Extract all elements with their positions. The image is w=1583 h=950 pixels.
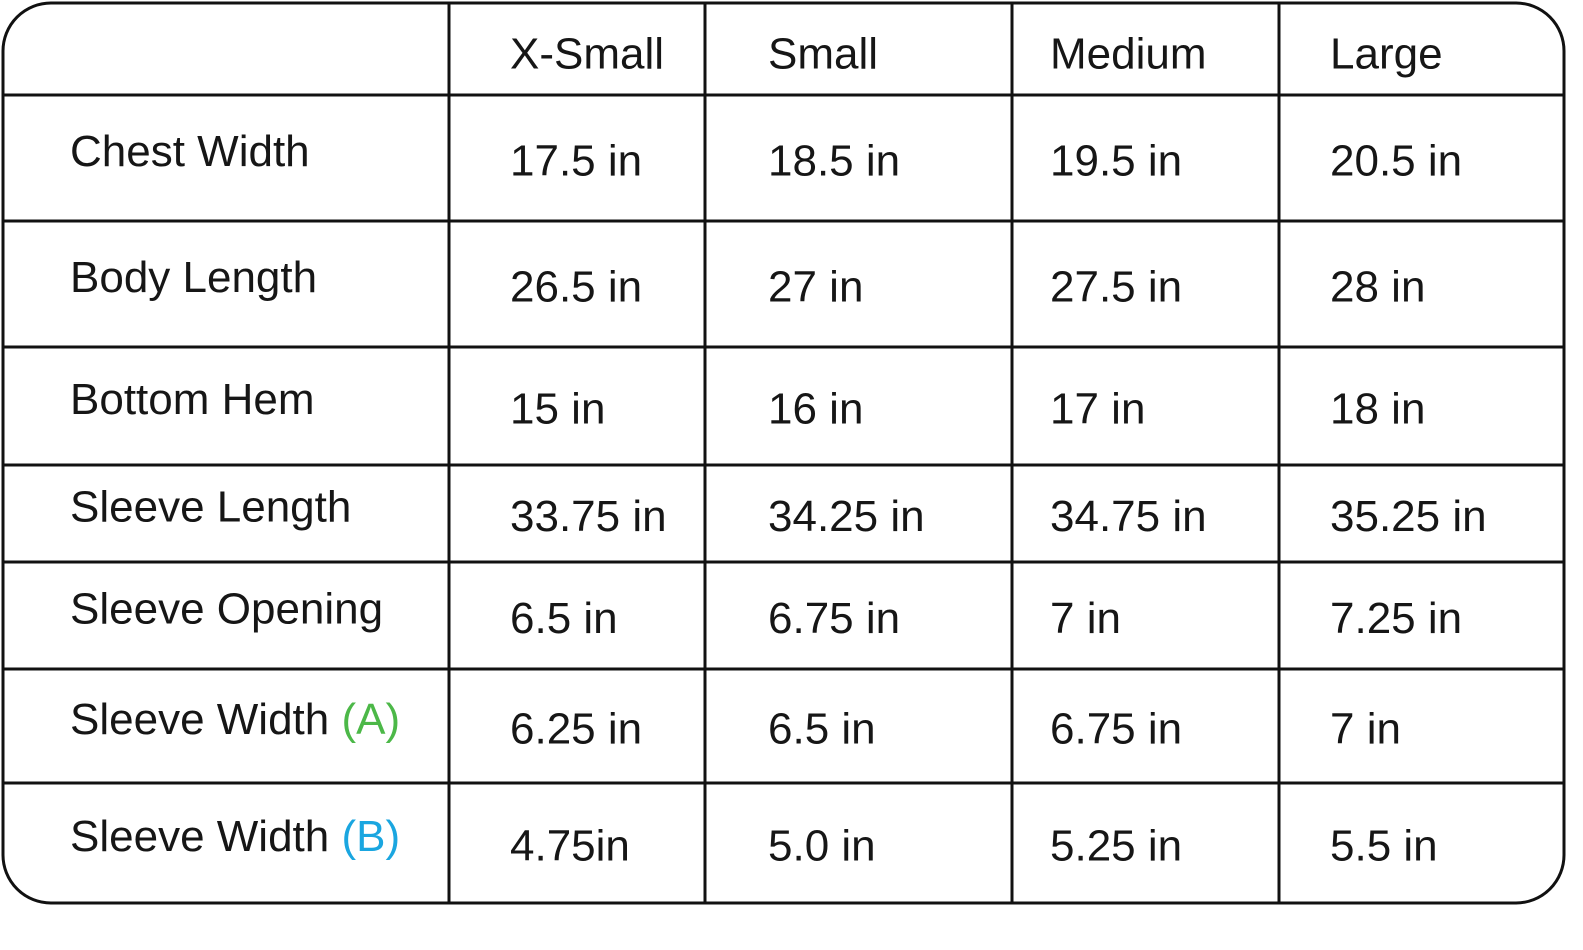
- row-label-text: Sleeve Opening: [70, 584, 383, 633]
- row-label-text: Sleeve Width: [70, 695, 329, 744]
- row-label: Sleeve Opening: [70, 584, 383, 633]
- measurement: 34.75 in: [1050, 492, 1207, 541]
- row-label: Sleeve Width (A): [70, 695, 400, 744]
- measurement: 7 in: [1330, 705, 1401, 754]
- row-label-text: Sleeve Width: [70, 812, 329, 861]
- measurement: 27.5 in: [1050, 263, 1182, 312]
- measurement: 6.5 in: [768, 705, 876, 754]
- measurement: 28 in: [1330, 263, 1425, 312]
- row-label: Chest Width: [70, 127, 310, 176]
- row-label: Sleeve Width (B): [70, 812, 400, 861]
- row-label-text: Chest Width: [70, 127, 310, 176]
- measurement: 35.25 in: [1330, 492, 1487, 541]
- measurement: 15 in: [510, 385, 605, 434]
- column-header: Large: [1330, 30, 1443, 79]
- measurement: 6.25 in: [510, 705, 642, 754]
- measurement: 27 in: [768, 263, 863, 312]
- measurement: 6.75 in: [1050, 705, 1182, 754]
- measurement: 19.5 in: [1050, 137, 1182, 186]
- measurement: 16 in: [768, 385, 863, 434]
- table-frame: [1, 1, 1566, 905]
- column-header: X-Small: [510, 30, 664, 79]
- measurement: 6.75 in: [768, 594, 900, 643]
- measurement: 17.5 in: [510, 137, 642, 186]
- column-header: Small: [768, 30, 878, 79]
- column-header: Medium: [1050, 30, 1207, 79]
- row-label-text: Sleeve Length: [70, 482, 351, 531]
- measurement: 7.25 in: [1330, 594, 1462, 643]
- measurement: 6.5 in: [510, 594, 618, 643]
- measurement: 5.0 in: [768, 822, 876, 871]
- row-label-text: Body Length: [70, 253, 317, 302]
- row-label: Bottom Hem: [70, 375, 315, 424]
- row-label-tag: (B): [341, 812, 400, 861]
- measurement: 20.5 in: [1330, 137, 1462, 186]
- measurement: 26.5 in: [510, 263, 642, 312]
- row-label: Body Length: [70, 253, 317, 302]
- measurement: 17 in: [1050, 385, 1145, 434]
- measurement: 4.75in: [510, 822, 630, 871]
- measurement: 34.25 in: [768, 492, 925, 541]
- measurement: 18.5 in: [768, 137, 900, 186]
- measurement: 33.75 in: [510, 492, 667, 541]
- measurement: 18 in: [1330, 385, 1425, 434]
- measurement: 5.5 in: [1330, 822, 1438, 871]
- row-label: Sleeve Length: [70, 482, 351, 531]
- measurement: 7 in: [1050, 594, 1121, 643]
- measurement: 5.25 in: [1050, 822, 1182, 871]
- row-label-text: Bottom Hem: [70, 375, 315, 424]
- row-label-tag: (A): [341, 695, 400, 744]
